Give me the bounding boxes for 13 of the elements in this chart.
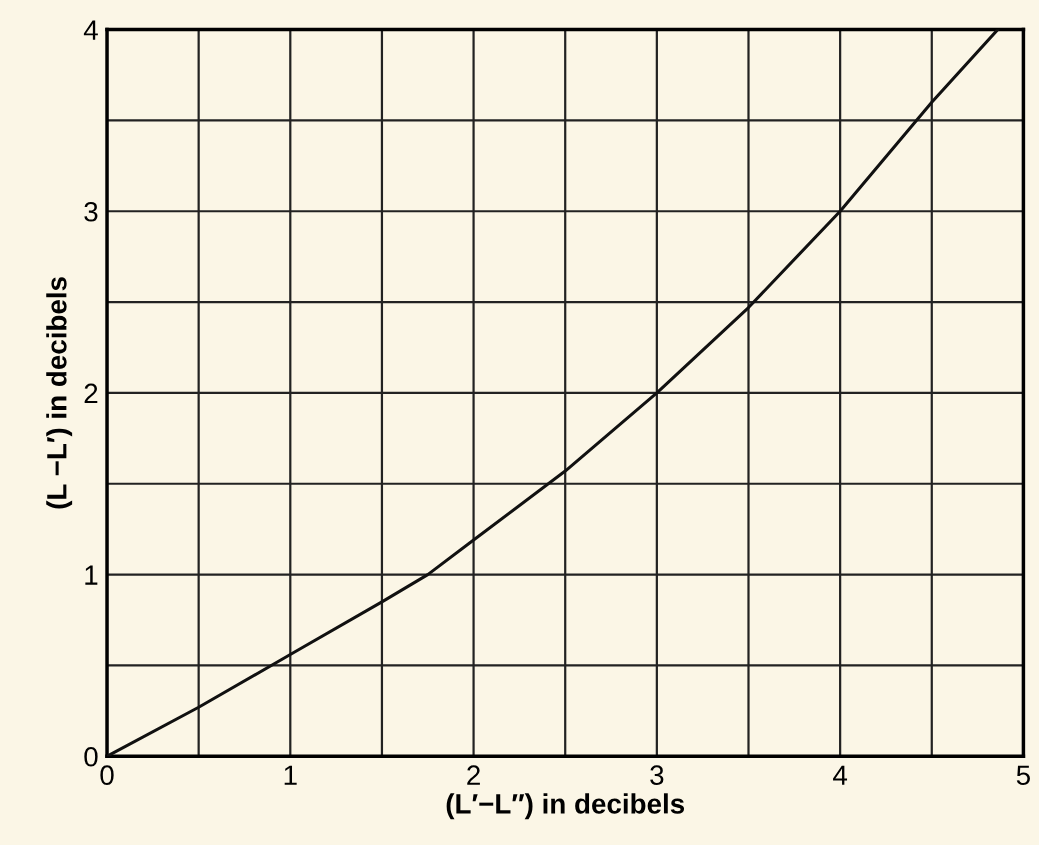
x-tick-label: 1 [284, 765, 297, 785]
x-tick-label: 2 [467, 765, 480, 785]
y-axis-title: (L −L′) in decibels [46, 277, 73, 509]
y-tick-label: 4 [83, 20, 98, 40]
y-tick-label: 1 [85, 565, 98, 585]
y-tick-label: 2 [84, 383, 98, 403]
x-axis-title: (L′−L″) in decibels [446, 793, 685, 820]
y-tick-label: 3 [84, 201, 98, 222]
y-tick-label: 0 [84, 746, 98, 767]
x-tick-label: 5 [1016, 765, 1030, 786]
x-tick-label: 4 [833, 765, 848, 785]
x-tick-label: 3 [650, 765, 664, 786]
x-tick-label: 0 [100, 765, 114, 786]
